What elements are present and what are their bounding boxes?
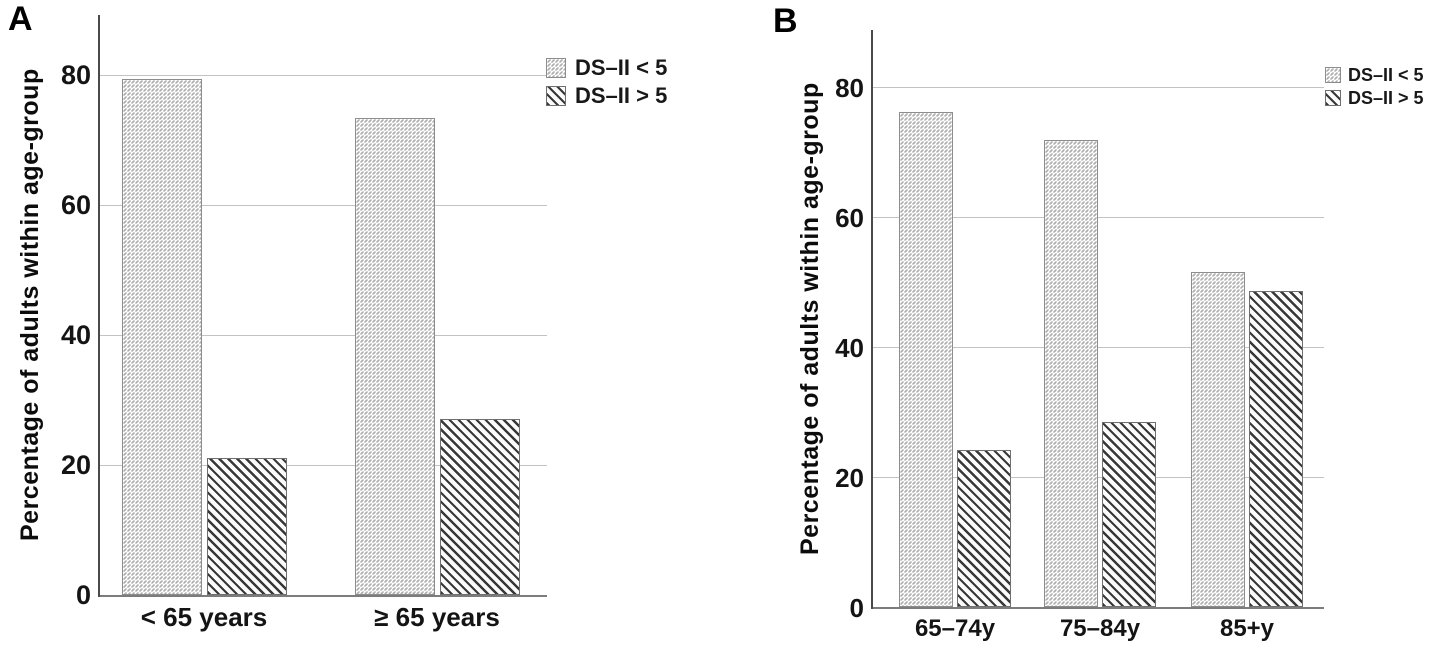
legend-b: DS–II < 5 DS–II > 5 [1325,66,1424,107]
x-category-label-1: ≥ 65 years [374,602,500,632]
gridline-20 [100,465,547,466]
bar-a-series0-cat0 [121,79,202,595]
bar-b-series0-cat1 [1044,140,1098,607]
panel-b-letter: B [773,2,798,40]
bar-a-series1-cat0 [206,458,287,595]
legend-label: DS–II > 5 [1348,88,1424,108]
panel-b: B Percentage of adults within age-group … [760,0,1439,645]
dots-pattern-swatch-icon [546,58,566,78]
y-tick-label-40: 40 [60,320,91,351]
y-tick-label-80: 80 [835,72,864,103]
x-axis-baseline [100,595,547,597]
y-tick-label-20: 20 [60,450,91,481]
legend-item-dsii-lt5: DS–II < 5 [546,57,667,79]
plot-area-b: 0 20 40 60 80 65–74y 75–84y 85+y [760,0,1439,645]
bar-b-series0-cat2 [1191,272,1245,607]
legend-item-dsii-gt5: DS–II > 5 [546,85,667,107]
bar-b-series1-cat0 [957,450,1011,607]
panel-a: A Percentage of adults within age-group … [8,0,667,632]
gridline-20 [873,477,1324,478]
legend-label: DS–II < 5 [1348,65,1424,85]
y-tick-label-40: 40 [835,332,864,363]
bar-b-series1-cat1 [1102,422,1156,607]
bar-a-series1-cat1 [439,419,520,595]
bar-b-series0-cat0 [899,112,953,607]
x-axis-baseline [873,607,1324,609]
hatch-pattern-swatch-icon [546,86,566,106]
gridline-40 [100,335,547,336]
gridline-40 [873,347,1324,348]
plot-area-a: 0 20 40 60 80 < 65 years ≥ 65 years [60,15,547,632]
legend-a: DS–II < 5 DS–II > 5 [546,57,667,107]
legend-label: DS–II < 5 [575,55,668,80]
hatch-pattern-swatch-icon [1325,90,1341,106]
y-tick-label-80: 80 [60,60,91,91]
y-tick-label-60: 60 [60,190,91,221]
legend-label: DS–II > 5 [575,83,668,108]
legend-item-dsii-lt5: DS–II < 5 [1325,66,1424,84]
gridline-60 [873,217,1324,218]
gridline-80 [873,87,1324,88]
y-tick-label-0: 0 [849,592,864,623]
y-tick-label-60: 60 [835,202,864,233]
y-tick-label-0: 0 [75,580,91,611]
x-category-label-1: 75–84y [1059,615,1141,642]
x-category-label-0: 65–74y [914,615,996,642]
dots-pattern-swatch-icon [1325,67,1341,83]
gridline-60 [100,205,547,206]
bar-b-series1-cat2 [1249,291,1303,607]
y-axis-line [871,30,873,609]
y-axis-line [98,15,100,597]
legend-item-dsii-gt5: DS–II > 5 [1325,89,1424,107]
y-tick-label-20: 20 [835,462,864,493]
gridline-80 [100,75,547,76]
x-category-label-0: < 65 years [140,602,268,632]
x-category-label-2: 85+y [1219,615,1275,642]
panel-a-letter: A [8,0,33,38]
bar-a-series0-cat1 [354,118,435,595]
